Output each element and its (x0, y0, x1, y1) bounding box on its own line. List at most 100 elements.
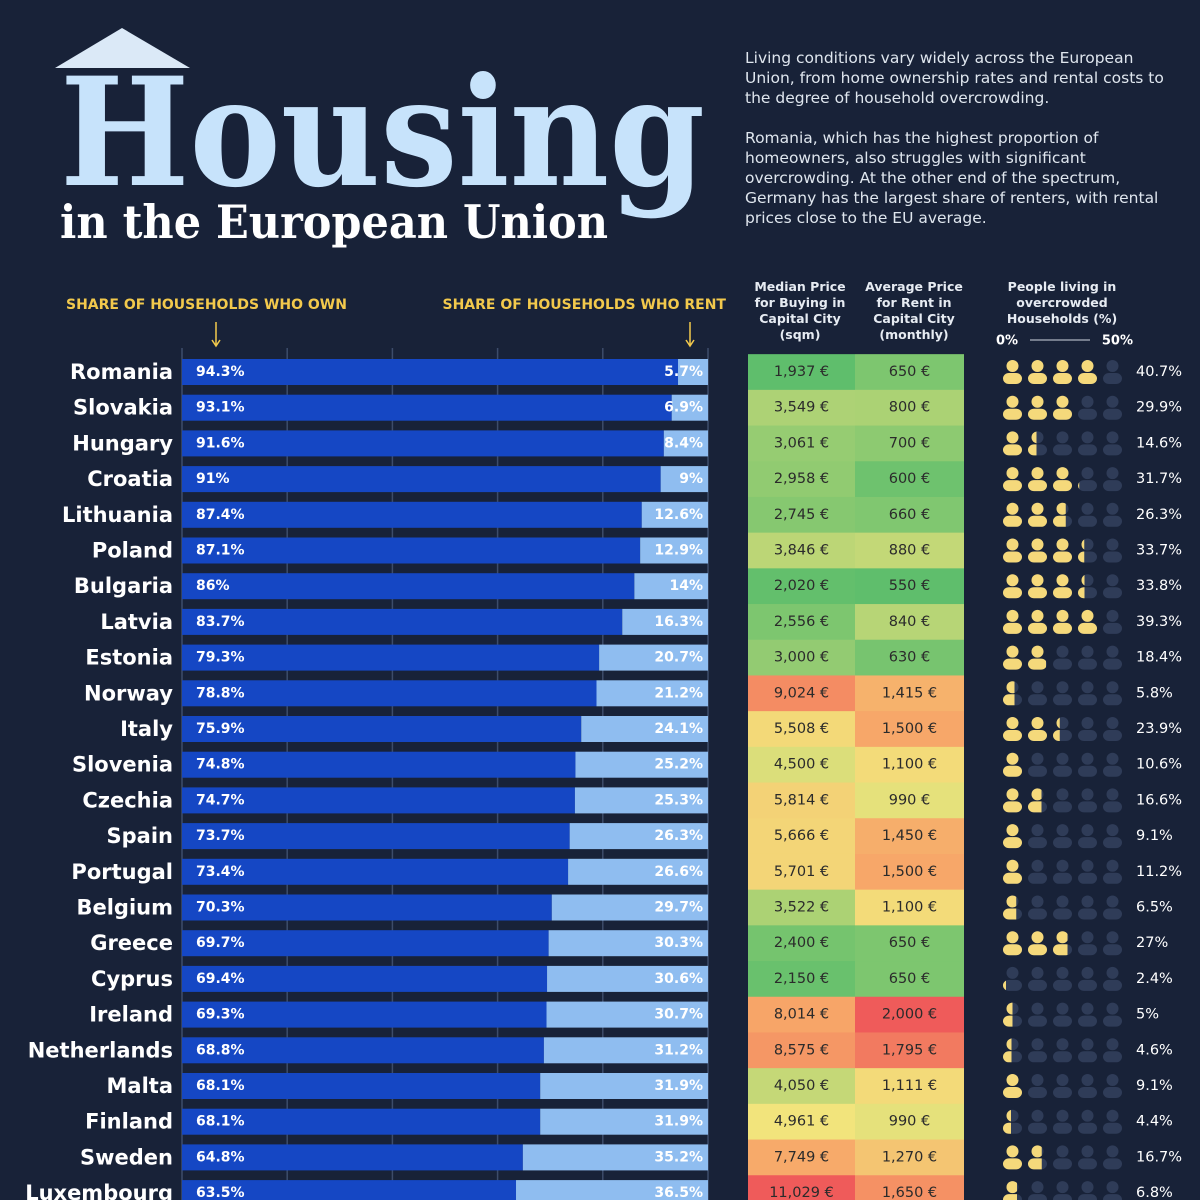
person-icon-head (1031, 1038, 1044, 1051)
bar-segment (182, 430, 664, 457)
price-cell (855, 1139, 964, 1176)
person-icon-body (1078, 444, 1097, 456)
person-icon-body (1078, 979, 1097, 991)
person-icon-body (1078, 1087, 1097, 1098)
overcrowding-fill (1003, 980, 1006, 991)
person-icon-body (1053, 444, 1072, 456)
price-label: 630 € (889, 650, 931, 666)
person-icon-head (1106, 360, 1119, 372)
value-label: 10.6% (1136, 757, 1182, 773)
person-icon-head (1106, 1145, 1119, 1158)
person-icon-body (1028, 587, 1047, 599)
category-label: Spain (107, 824, 173, 848)
price-label: 3,000 € (774, 650, 829, 666)
bar-segment (182, 1144, 523, 1171)
price-label: 3,522 € (774, 900, 829, 916)
price-cell (855, 639, 964, 676)
person-icon-body (1078, 1051, 1097, 1063)
person-icon-body (1003, 408, 1022, 420)
person-icon-head (1081, 1109, 1094, 1122)
price-cell (748, 354, 855, 391)
person-icon-head (1081, 788, 1094, 801)
person-icon-body (1053, 373, 1072, 384)
person-icon-head (1031, 395, 1044, 408)
person-icon-body (1078, 1015, 1097, 1027)
person-icon-head (1031, 1181, 1044, 1194)
person-icon-body (1028, 1122, 1047, 1134)
price-label: 1,415 € (882, 685, 937, 701)
value-label: 8.4% (664, 435, 703, 451)
bar-segment (540, 1073, 708, 1099)
person-icon-body (1003, 373, 1022, 384)
person-icon-body (1103, 944, 1122, 956)
person-icon-body (1003, 551, 1022, 563)
value-label: 70.3% (196, 900, 245, 916)
person-icon-body (1028, 1087, 1047, 1098)
category-label: Luxembourg (25, 1181, 173, 1200)
person-icon-head (1006, 717, 1019, 729)
value-label: 68.1% (196, 1114, 245, 1130)
overcrowding-fill (1003, 395, 1072, 420)
price-cell (748, 746, 855, 784)
bar-segment (548, 930, 708, 957)
price-label: 650 € (889, 935, 931, 951)
person-icon-body (1053, 765, 1072, 777)
person-icon-body (1003, 658, 1022, 670)
category-label: Slovakia (73, 396, 173, 420)
person-icon-head (1081, 1002, 1094, 1015)
category-label: Sweden (80, 1145, 173, 1169)
person-icon-body (1003, 1122, 1011, 1134)
price-cell (748, 925, 855, 962)
person-icon-body (1053, 1158, 1072, 1170)
person-icon-head (1106, 467, 1119, 480)
price-label: 880 € (889, 543, 931, 559)
person-icon-body (1103, 908, 1122, 920)
price-label: 2,020 € (774, 578, 829, 594)
person-icon-head (1006, 752, 1019, 765)
value-label: 16.7% (1136, 1149, 1182, 1165)
price-label: 1,111 € (882, 1078, 937, 1094)
person-icon-body (1028, 551, 1047, 563)
person-icon-head (1031, 431, 1037, 444)
price-label: 1,500 € (882, 864, 937, 880)
price-label: 5,701 € (774, 864, 829, 880)
price-cell (748, 961, 855, 998)
overcrowding-fill (1003, 1181, 1017, 1200)
price-cell (855, 925, 964, 962)
person-icon-head (1006, 1038, 1012, 1051)
price-label: 2,958 € (774, 471, 829, 487)
person-icon-body (1103, 837, 1122, 849)
person-icon-body (1103, 1015, 1122, 1027)
bar-segment (182, 501, 642, 528)
price-label: 3,061 € (774, 435, 829, 451)
bar-segment (182, 608, 623, 635)
overcrowding-fill (1003, 431, 1037, 456)
price-cell (855, 782, 964, 819)
person-icon-head (1106, 1002, 1119, 1015)
value-label: 94.3% (196, 364, 245, 380)
bar-segment (575, 751, 708, 778)
person-icon-body (1103, 979, 1122, 991)
person-icon-head (1006, 574, 1019, 587)
value-label: 9.1% (1136, 1078, 1173, 1094)
overcrowding-fill (1003, 931, 1068, 956)
person-icon-body (1078, 658, 1097, 670)
bar-segment (182, 1108, 541, 1135)
value-label: 30.7% (654, 1007, 703, 1023)
person-icon-body (1103, 373, 1122, 384)
bar-segment (182, 359, 679, 385)
person-icon-head (1106, 645, 1119, 658)
value-label: 69.7% (196, 935, 245, 951)
person-icon-body (1103, 1158, 1122, 1170)
person-icon-body (1003, 872, 1022, 884)
person-icon-head (1006, 609, 1019, 622)
overcrowding-fill (1003, 360, 1097, 384)
person-icon-head (1056, 360, 1069, 372)
value-label: 83.7% (196, 614, 245, 630)
icon-row (1003, 966, 1122, 991)
person-icon-head (1106, 574, 1119, 587)
price-label: 2,000 € (882, 1007, 937, 1023)
overcrowding-fill (1003, 1109, 1011, 1134)
person-icon-body (1028, 730, 1047, 741)
category-label: Lithuania (62, 503, 173, 527)
